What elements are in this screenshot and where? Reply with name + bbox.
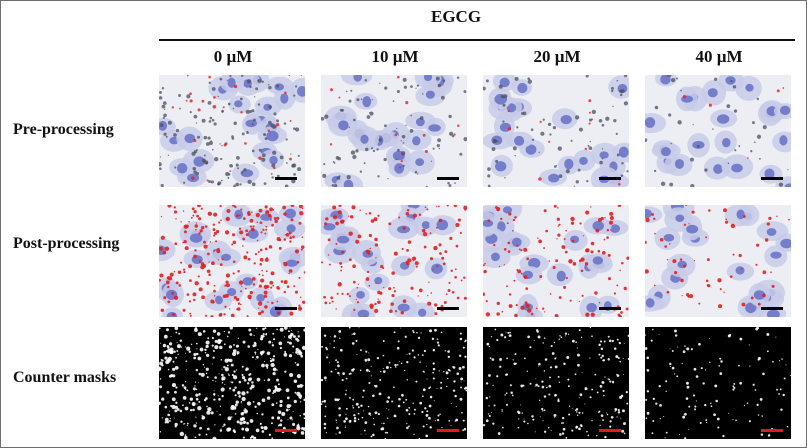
scale-bar [275,177,297,180]
micrograph-post-20uM [483,205,629,317]
scale-bar [275,429,297,432]
micrograph-pre-20uM [483,75,629,187]
scale-bar [275,307,297,310]
micrograph-pre-10uM [321,75,467,187]
micrograph-pre-0uM [159,75,305,187]
column-header-40uM: 40 µM [695,47,743,66]
column-header-0uM: 0 µM [213,47,253,66]
scale-bar [599,177,621,180]
group-title: EGCG [431,7,482,26]
micrograph-post-40uM [645,205,791,317]
scale-bar [599,429,621,432]
scale-bar [761,307,783,310]
column-header-20uM: 20 µM [533,47,581,66]
micrograph-post-10uM [321,205,467,317]
column-header-10uM: 10 µM [371,47,419,66]
scale-bar [761,177,783,180]
scale-bar [437,177,459,180]
scale-bar [761,429,783,432]
row-label-post-processing: Post-processing [13,235,120,252]
micrograph-mask-10uM [321,327,467,439]
group-divider [159,39,795,41]
micrograph-mask-40uM [645,327,791,439]
micrograph-pre-40uM [645,75,791,187]
scale-bar [437,307,459,310]
micrograph-mask-20uM [483,327,629,439]
scale-bar [599,307,621,310]
row-label-pre-processing: Pre-processing [13,121,114,138]
micrograph-mask-0uM [159,327,305,439]
scale-bar [437,429,459,432]
row-label-counter-masks: Counter masks [13,369,117,386]
micrograph-post-0uM [159,205,305,317]
